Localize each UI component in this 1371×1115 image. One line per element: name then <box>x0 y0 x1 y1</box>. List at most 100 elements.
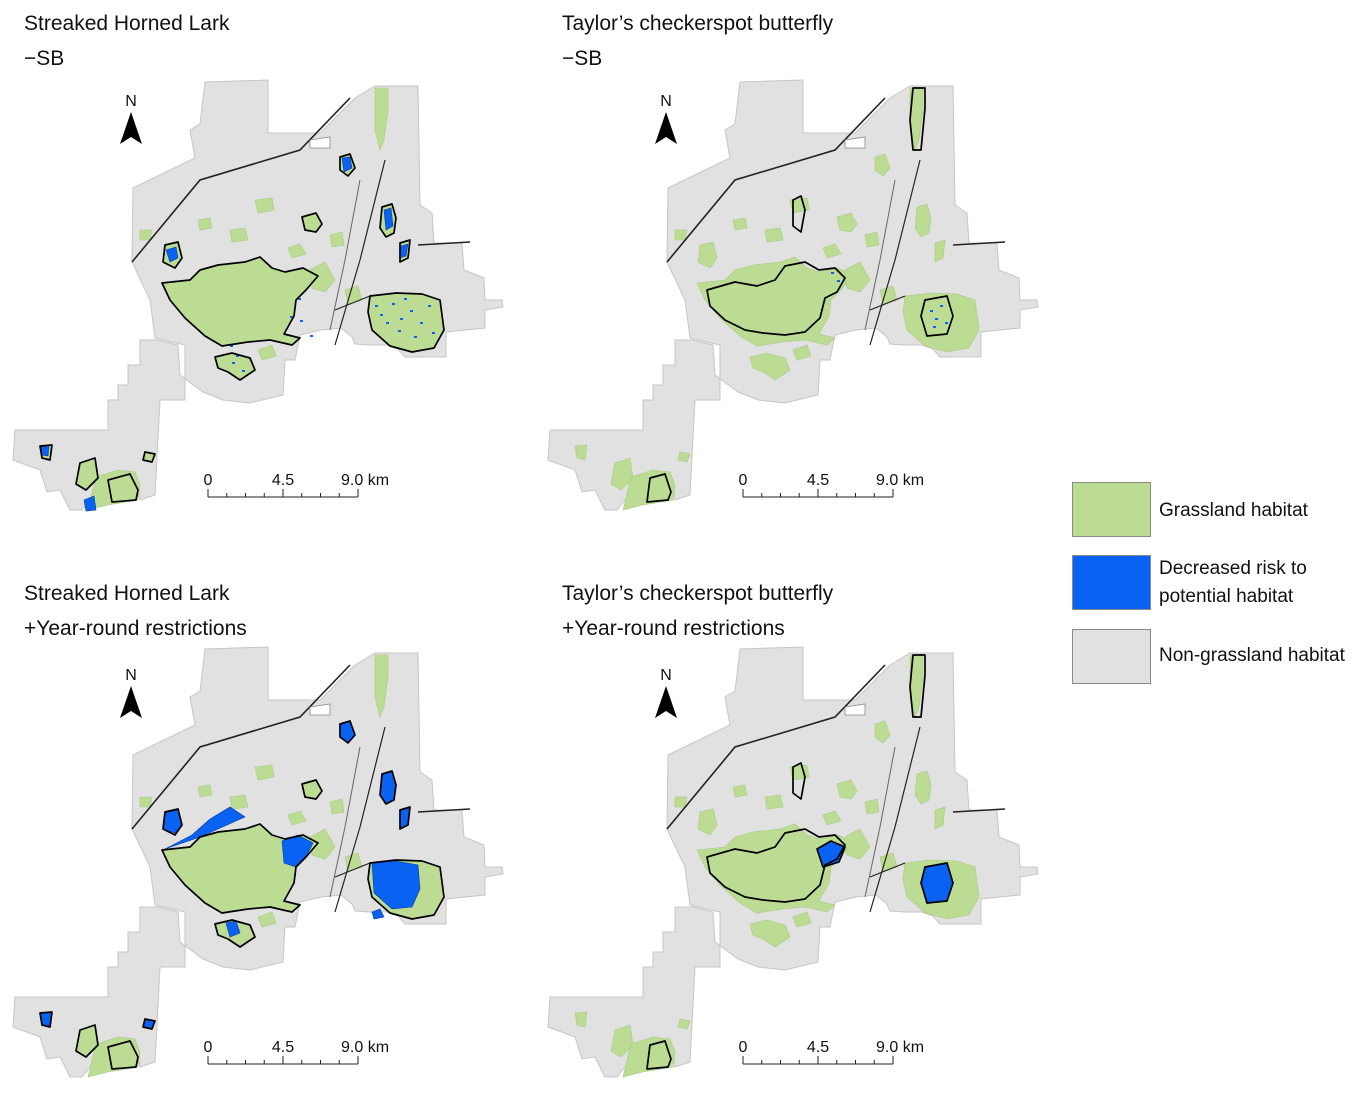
road-line <box>869 862 906 878</box>
legend-label-decreased-risk: Decreased risk to potential habitat <box>1159 558 1307 607</box>
north-label: N <box>125 93 137 110</box>
road-line <box>131 664 351 830</box>
decreased-risk-patch <box>83 495 97 512</box>
priority-habitat-outline <box>75 457 99 491</box>
north-arrow-icon: N <box>655 93 677 144</box>
grassland-patch <box>749 919 791 948</box>
priority-habitat-outline <box>706 828 846 903</box>
legend-swatch-grassland <box>1072 482 1151 537</box>
grassland-patch <box>610 457 634 491</box>
panel-title-species: Taylor’s checkerspot butterfly <box>562 12 834 35</box>
grassland-patch <box>674 229 688 241</box>
grassland-patch <box>374 654 389 718</box>
grassland-patch <box>764 227 784 243</box>
grassland-patch <box>697 808 718 836</box>
grassland-patch <box>914 770 932 805</box>
scale-bar-label: 4.5 <box>272 472 294 489</box>
legend-swatch-non-grassland <box>1072 629 1151 684</box>
panel-title-scenario: +Year-round restrictions <box>24 617 247 640</box>
grassland-patch <box>309 828 336 860</box>
north-arrow-icon: N <box>655 667 677 718</box>
grassland-patch <box>822 810 842 826</box>
grassland-patch <box>674 796 688 808</box>
decreased-risk-patch <box>933 326 936 328</box>
map-layers <box>547 79 1039 511</box>
road-line <box>329 746 361 898</box>
decreased-risk-patch <box>837 280 840 282</box>
grassland-patch <box>344 852 363 872</box>
priority-habitat-outline <box>301 779 323 800</box>
priority-habitat-outline <box>816 840 846 868</box>
panel-title-scenario: −SB <box>24 47 65 70</box>
decreased-risk-patch <box>230 345 233 347</box>
grassland-patch <box>374 87 389 151</box>
grassland-patch <box>257 911 277 928</box>
decreased-risk-patch <box>375 305 378 307</box>
road-line <box>666 97 886 263</box>
road-line <box>864 746 896 898</box>
decreased-risk-patch <box>386 322 389 324</box>
priority-habitat-outline <box>920 295 954 337</box>
decreased-risk-patch <box>371 860 421 910</box>
priority-habitat-outline <box>142 451 156 463</box>
priority-habitat-outline <box>339 153 356 177</box>
road-line <box>666 664 886 830</box>
habitat-map: N 0 4.5 9.0 km <box>12 79 504 512</box>
decreased-risk-patch <box>831 272 834 274</box>
grassland-patch <box>732 217 748 231</box>
decreased-risk-patch <box>432 332 435 334</box>
excluded-area <box>309 703 331 716</box>
scale-bar-label: 9.0 km <box>341 472 389 489</box>
panel-title: Taylor’s checkerspot butterfly +Year-rou… <box>562 576 833 646</box>
scale-bar: 0 4.5 9.0 km <box>204 472 389 498</box>
priority-habitat-outline <box>75 1024 99 1058</box>
scale-bar-label: 0 <box>204 472 213 489</box>
priority-habitat-outline <box>367 292 445 353</box>
grassland-patch <box>864 798 880 815</box>
priority-habitat-outline <box>367 859 445 920</box>
grassland-patch <box>677 451 691 463</box>
priority-habitat-outline <box>379 770 397 805</box>
priority-habitat-outline <box>646 1040 672 1070</box>
road-line <box>417 241 471 246</box>
scale-bar-label: 0 <box>204 1039 213 1056</box>
grassland-patch <box>749 352 791 381</box>
decreased-risk-patch <box>383 207 394 231</box>
decreased-risk-patch <box>232 362 235 364</box>
grassland-patch <box>879 852 898 872</box>
map-panel-butterfly-year-round: Taylor’s checkerspot butterfly +Year-rou… <box>535 575 1075 1115</box>
north-arrow-icon: N <box>120 93 142 144</box>
decreased-risk-patch <box>414 336 417 338</box>
decreased-risk-patch <box>371 908 385 920</box>
grassland-patch <box>792 344 812 361</box>
decreased-risk-patch <box>398 330 401 332</box>
decreased-risk-patch <box>392 303 395 305</box>
habitat-map: N 0 4.5 9.0 km <box>12 646 504 1078</box>
decreased-risk-patch <box>236 355 239 357</box>
priority-habitat-outline <box>214 919 256 948</box>
grassland-patch <box>257 344 277 361</box>
priority-habitat-outline <box>706 261 846 336</box>
north-arrow-icon: N <box>120 667 142 718</box>
map-panel-lark-year-round: Streaked Horned Lark +Year-round restric… <box>0 575 540 1115</box>
road-line <box>952 808 1006 813</box>
grassland-patch <box>197 217 213 231</box>
decreased-risk-patch <box>300 320 303 322</box>
decreased-risk-patch <box>420 322 423 324</box>
priority-habitat-outline <box>379 203 397 238</box>
grassland-patch <box>344 285 363 305</box>
grassland-patch <box>139 796 153 808</box>
decreased-risk-patch <box>242 370 245 372</box>
road-line <box>417 808 471 813</box>
grassland-patch <box>822 243 842 259</box>
decreased-risk-patch <box>940 305 943 307</box>
priority-habitat-outline <box>399 806 411 830</box>
grassland-patch <box>836 779 858 800</box>
decreased-risk-patch <box>310 335 313 337</box>
scale-bar-label: 9.0 km <box>876 472 924 489</box>
grassland-patch <box>677 1018 691 1030</box>
decreased-risk-patch <box>428 305 431 307</box>
grassland-patch <box>574 444 588 461</box>
road-line <box>131 97 351 263</box>
panel-title: Streaked Horned Lark +Year-round restric… <box>24 576 247 646</box>
